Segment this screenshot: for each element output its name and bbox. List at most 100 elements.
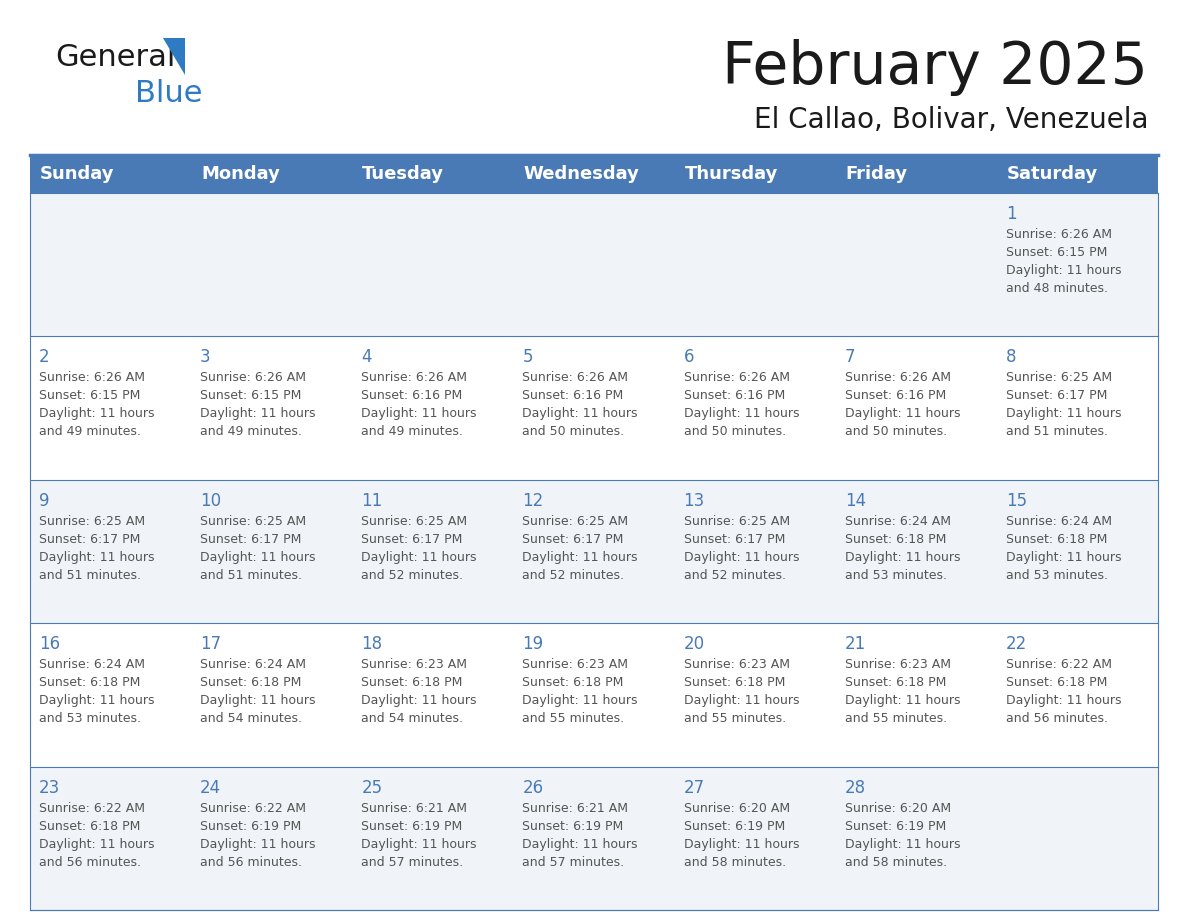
Text: Sunset: 6:18 PM: Sunset: 6:18 PM <box>39 677 140 689</box>
Text: 20: 20 <box>683 635 704 654</box>
Text: Sunset: 6:16 PM: Sunset: 6:16 PM <box>845 389 946 402</box>
Text: Sunset: 6:18 PM: Sunset: 6:18 PM <box>845 532 946 546</box>
Text: and 57 minutes.: and 57 minutes. <box>523 856 625 868</box>
Text: Daylight: 11 hours: Daylight: 11 hours <box>361 837 476 851</box>
Text: Sunrise: 6:26 AM: Sunrise: 6:26 AM <box>361 372 467 385</box>
Text: and 55 minutes.: and 55 minutes. <box>683 712 785 725</box>
Text: 12: 12 <box>523 492 544 509</box>
Text: and 58 minutes.: and 58 minutes. <box>845 856 947 868</box>
Text: and 58 minutes.: and 58 minutes. <box>683 856 785 868</box>
Text: Daylight: 11 hours: Daylight: 11 hours <box>200 694 316 707</box>
Text: 1: 1 <box>1006 205 1017 223</box>
Text: and 53 minutes.: and 53 minutes. <box>845 569 947 582</box>
Bar <box>30 336 1158 480</box>
Text: El Callao, Bolivar, Venezuela: El Callao, Bolivar, Venezuela <box>753 106 1148 134</box>
Text: and 53 minutes.: and 53 minutes. <box>39 712 141 725</box>
Text: Sunset: 6:19 PM: Sunset: 6:19 PM <box>845 820 946 833</box>
Text: Sunrise: 6:25 AM: Sunrise: 6:25 AM <box>200 515 307 528</box>
Text: Sunrise: 6:26 AM: Sunrise: 6:26 AM <box>683 372 790 385</box>
Text: Sunrise: 6:25 AM: Sunrise: 6:25 AM <box>523 515 628 528</box>
Text: 24: 24 <box>200 778 221 797</box>
Text: Daylight: 11 hours: Daylight: 11 hours <box>523 694 638 707</box>
Text: and 52 minutes.: and 52 minutes. <box>361 569 463 582</box>
Text: Sunrise: 6:22 AM: Sunrise: 6:22 AM <box>200 801 307 814</box>
Text: and 56 minutes.: and 56 minutes. <box>200 856 302 868</box>
Text: Sunrise: 6:24 AM: Sunrise: 6:24 AM <box>1006 515 1112 528</box>
Text: Daylight: 11 hours: Daylight: 11 hours <box>1006 551 1121 564</box>
Text: Friday: Friday <box>846 165 908 183</box>
Text: Sunrise: 6:24 AM: Sunrise: 6:24 AM <box>200 658 307 671</box>
Text: Daylight: 11 hours: Daylight: 11 hours <box>683 694 800 707</box>
Text: Daylight: 11 hours: Daylight: 11 hours <box>845 694 960 707</box>
Text: Blue: Blue <box>135 79 202 107</box>
Text: Daylight: 11 hours: Daylight: 11 hours <box>683 837 800 851</box>
Text: Sunrise: 6:23 AM: Sunrise: 6:23 AM <box>683 658 790 671</box>
Text: Daylight: 11 hours: Daylight: 11 hours <box>361 408 476 420</box>
Text: 9: 9 <box>39 492 50 509</box>
Text: 6: 6 <box>683 349 694 366</box>
Text: and 55 minutes.: and 55 minutes. <box>523 712 625 725</box>
Text: Sunset: 6:18 PM: Sunset: 6:18 PM <box>39 820 140 833</box>
Text: 15: 15 <box>1006 492 1026 509</box>
Text: Monday: Monday <box>201 165 280 183</box>
Text: Daylight: 11 hours: Daylight: 11 hours <box>1006 408 1121 420</box>
Text: and 54 minutes.: and 54 minutes. <box>361 712 463 725</box>
Text: and 50 minutes.: and 50 minutes. <box>683 425 785 439</box>
Text: Sunrise: 6:26 AM: Sunrise: 6:26 AM <box>39 372 145 385</box>
Text: Sunrise: 6:21 AM: Sunrise: 6:21 AM <box>523 801 628 814</box>
Text: Daylight: 11 hours: Daylight: 11 hours <box>845 837 960 851</box>
Text: 19: 19 <box>523 635 544 654</box>
Text: Sunset: 6:17 PM: Sunset: 6:17 PM <box>1006 389 1107 402</box>
Text: 18: 18 <box>361 635 383 654</box>
Text: 25: 25 <box>361 778 383 797</box>
Text: and 54 minutes.: and 54 minutes. <box>200 712 302 725</box>
Text: Daylight: 11 hours: Daylight: 11 hours <box>845 551 960 564</box>
Text: 7: 7 <box>845 349 855 366</box>
Text: 14: 14 <box>845 492 866 509</box>
Text: Sunrise: 6:25 AM: Sunrise: 6:25 AM <box>361 515 467 528</box>
Text: Daylight: 11 hours: Daylight: 11 hours <box>1006 694 1121 707</box>
Text: 10: 10 <box>200 492 221 509</box>
Text: and 52 minutes.: and 52 minutes. <box>523 569 625 582</box>
Text: Sunrise: 6:25 AM: Sunrise: 6:25 AM <box>39 515 145 528</box>
Text: Daylight: 11 hours: Daylight: 11 hours <box>39 694 154 707</box>
Text: Sunrise: 6:22 AM: Sunrise: 6:22 AM <box>39 801 145 814</box>
Text: Sunset: 6:18 PM: Sunset: 6:18 PM <box>361 677 462 689</box>
Text: and 51 minutes.: and 51 minutes. <box>200 569 302 582</box>
Text: 11: 11 <box>361 492 383 509</box>
Text: Daylight: 11 hours: Daylight: 11 hours <box>200 837 316 851</box>
Text: Sunrise: 6:20 AM: Sunrise: 6:20 AM <box>683 801 790 814</box>
Text: Tuesday: Tuesday <box>362 165 444 183</box>
Text: 13: 13 <box>683 492 704 509</box>
Text: Sunset: 6:18 PM: Sunset: 6:18 PM <box>523 677 624 689</box>
Text: Sunrise: 6:21 AM: Sunrise: 6:21 AM <box>361 801 467 814</box>
Text: Daylight: 11 hours: Daylight: 11 hours <box>845 408 960 420</box>
Polygon shape <box>163 38 185 75</box>
Text: Sunset: 6:17 PM: Sunset: 6:17 PM <box>200 532 302 546</box>
Bar <box>30 767 1158 910</box>
Text: Daylight: 11 hours: Daylight: 11 hours <box>200 408 316 420</box>
Text: and 49 minutes.: and 49 minutes. <box>200 425 302 439</box>
Text: and 49 minutes.: and 49 minutes. <box>39 425 141 439</box>
Text: 3: 3 <box>200 349 210 366</box>
Bar <box>30 623 1158 767</box>
Text: Sunrise: 6:26 AM: Sunrise: 6:26 AM <box>200 372 307 385</box>
Text: and 56 minutes.: and 56 minutes. <box>1006 712 1108 725</box>
Text: 4: 4 <box>361 349 372 366</box>
Text: Sunset: 6:18 PM: Sunset: 6:18 PM <box>845 677 946 689</box>
Text: Sunset: 6:16 PM: Sunset: 6:16 PM <box>523 389 624 402</box>
Text: Sunset: 6:18 PM: Sunset: 6:18 PM <box>1006 677 1107 689</box>
Text: Sunset: 6:17 PM: Sunset: 6:17 PM <box>39 532 140 546</box>
Text: February 2025: February 2025 <box>722 39 1148 96</box>
Text: and 48 minutes.: and 48 minutes. <box>1006 282 1108 295</box>
Text: Thursday: Thursday <box>684 165 778 183</box>
Text: Daylight: 11 hours: Daylight: 11 hours <box>39 837 154 851</box>
Text: and 49 minutes.: and 49 minutes. <box>361 425 463 439</box>
Text: Daylight: 11 hours: Daylight: 11 hours <box>361 694 476 707</box>
Text: Daylight: 11 hours: Daylight: 11 hours <box>523 837 638 851</box>
Text: Sunset: 6:19 PM: Sunset: 6:19 PM <box>683 820 785 833</box>
Text: 26: 26 <box>523 778 544 797</box>
Text: Sunset: 6:17 PM: Sunset: 6:17 PM <box>361 532 462 546</box>
Text: Daylight: 11 hours: Daylight: 11 hours <box>523 551 638 564</box>
Text: Sunrise: 6:26 AM: Sunrise: 6:26 AM <box>845 372 950 385</box>
